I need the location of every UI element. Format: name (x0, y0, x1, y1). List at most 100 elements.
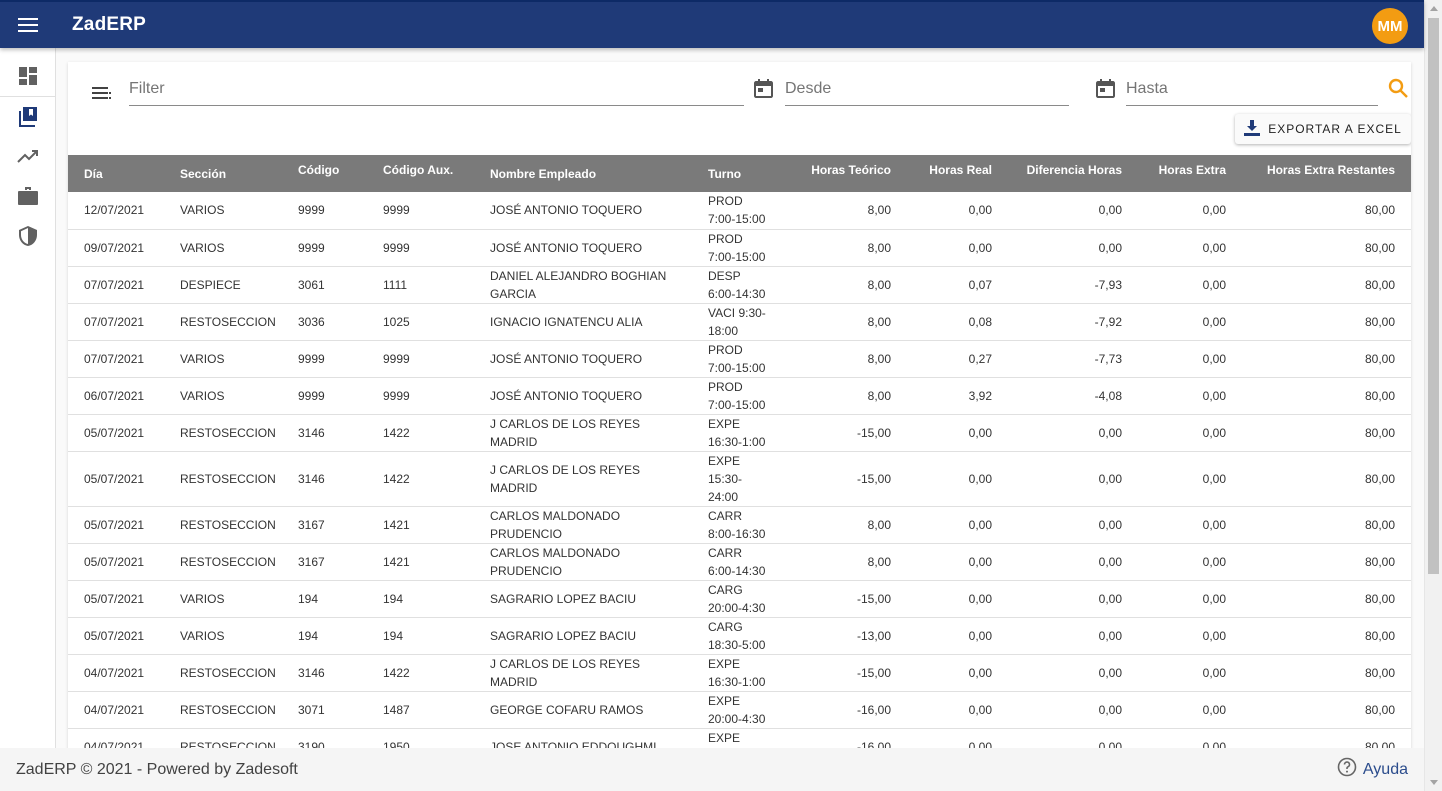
table-cell: 05/07/2021 (84, 628, 145, 643)
table-cell: -7,92 (1094, 314, 1122, 329)
table-cell: 0,00 (1202, 517, 1226, 532)
column-header[interactable]: Turno (708, 167, 742, 181)
table-row[interactable]: 05/07/2021 RESTOSECCION 3167 1421 CARLOS MAL… (68, 543, 1411, 580)
table-cell: VARIOS (180, 240, 225, 255)
column-header[interactable]: Horas Extra (1158, 163, 1226, 177)
table-row[interactable]: 09/07/2021 VARIOS 9999 9999 JOSÉ ANTONIO TOQ… (68, 229, 1411, 266)
table-row[interactable]: 05/07/2021 RESTOSECCION 3146 1422 J CARLOS D… (68, 414, 1411, 451)
desde-input[interactable] (785, 76, 1069, 102)
column-header[interactable]: Código Aux. (383, 163, 454, 177)
table-cell: JOSÉ ANTONIO TOQUERO (490, 351, 643, 366)
column-header[interactable]: Horas Teórico (811, 163, 891, 177)
table-cell: CARR 8:00-16:30 (708, 508, 766, 541)
briefcase-icon[interactable] (0, 176, 55, 216)
download-icon (1244, 119, 1261, 139)
table-cell: -7,93 (1094, 277, 1122, 292)
column-header[interactable]: Código (298, 163, 340, 177)
column-header[interactable]: Horas Real (929, 163, 992, 177)
table-cell: IGNACIO IGNATENCU ALIA (490, 314, 643, 329)
hasta-input[interactable] (1126, 76, 1378, 102)
filter-bar (68, 62, 1411, 122)
table-cell: VARIOS (180, 203, 225, 218)
table-cell: 3,92 (968, 388, 992, 403)
table-cell: 3146 (298, 425, 325, 440)
table-row[interactable]: 05/07/2021 RESTOSECCION 3146 1422 J CARLOS D… (68, 451, 1411, 506)
table-cell: 05/07/2021 (84, 471, 145, 486)
calendar-icon[interactable] (1096, 78, 1115, 103)
table-row[interactable]: 07/07/2021 VARIOS 9999 9999 JOSÉ ANTONIO TOQ… (68, 340, 1411, 377)
filter-input[interactable] (129, 76, 744, 102)
table-row[interactable]: 06/07/2021 VARIOS 9999 9999 JOSÉ ANTONIO TOQ… (68, 377, 1411, 414)
table-cell: RESTOSECCION (180, 665, 276, 680)
filter-field (129, 76, 744, 106)
scroll-up-icon[interactable] (1430, 6, 1438, 11)
table-cell: -7,73 (1094, 351, 1122, 366)
trending-up-icon[interactable] (0, 136, 55, 176)
table-cell: 3061 (298, 277, 325, 292)
table-row[interactable]: 12/07/2021 VARIOS 9999 9999 JOSÉ ANTONIO TOQ… (68, 192, 1411, 229)
table-cell: 80,00 (1364, 351, 1395, 366)
table-row[interactable]: 05/07/2021 VARIOS 194 194 SAGRARIO LOPEZ BAC… (68, 617, 1411, 654)
table-cell: -15,00 (856, 591, 891, 606)
desde-field (785, 76, 1069, 106)
table-row[interactable]: 04/07/2021 RESTOSECCION 3071 1487 GEORGE COF… (68, 691, 1411, 728)
menu-icon[interactable] (0, 1, 56, 49)
table-row[interactable]: 07/07/2021 RESTOSECCION 3036 1025 IGNACIO IG… (68, 303, 1411, 340)
calendar-icon[interactable] (754, 78, 773, 103)
table-cell: PROD 7:00-15:00 (708, 231, 766, 264)
table-cell: 8,00 (867, 351, 891, 366)
hasta-field (1126, 76, 1378, 106)
dashboard-icon[interactable] (0, 56, 55, 96)
help-label: Ayuda (1362, 760, 1408, 778)
top-app-bar: ZadERP MM (0, 0, 1424, 48)
table-cell: 8,00 (867, 240, 891, 255)
table-cell: 0,00 (968, 471, 992, 486)
column-header[interactable]: Sección (180, 167, 227, 181)
scroll-down-icon[interactable] (1430, 780, 1438, 785)
column-header[interactable]: Día (84, 167, 103, 181)
table-cell: 80,00 (1364, 554, 1395, 569)
table-cell: 04/07/2021 (84, 702, 145, 717)
help-link[interactable]: Ayuda (1337, 757, 1408, 782)
column-header[interactable]: Horas Extra Restantes (1266, 163, 1395, 177)
table-cell: CARLOS MALDONADO PRUDENCIO (490, 508, 621, 541)
table-row[interactable]: 05/07/2021 RESTOSECCION 3167 1421 CARLOS MAL… (68, 506, 1411, 543)
table-cell: 1111 (383, 277, 408, 292)
scrollbar-thumb[interactable] (1428, 18, 1439, 574)
table-cell: J CARLOS DE LOS REYES MADRID (490, 462, 641, 495)
footer-copyright: ZadERP © 2021 - Powered by Zadesoft (16, 760, 298, 778)
app-title: ZadERP (72, 14, 147, 35)
table-cell: 8,00 (867, 517, 891, 532)
table-cell: 0,00 (1098, 471, 1122, 486)
table-row[interactable]: 07/07/2021 DESPIECE 3061 1111 DANIEL ALEJAND… (68, 266, 1411, 303)
table-cell: 9999 (298, 240, 325, 255)
table-cell: -15,00 (856, 471, 891, 486)
table-cell: 0,27 (968, 351, 992, 366)
table-cell: 0,00 (968, 665, 992, 680)
table-cell: 05/07/2021 (84, 591, 145, 606)
search-icon[interactable] (1388, 78, 1408, 103)
help-icon (1337, 757, 1357, 782)
table-cell: 8,00 (867, 314, 891, 329)
table-cell: PROD 7:00-15:00 (708, 194, 766, 227)
library-books-icon[interactable] (0, 96, 55, 136)
table-row[interactable]: 04/07/2021 RESTOSECCION 3146 1422 J CARLOS D… (68, 654, 1411, 691)
column-header[interactable]: Diferencia Horas (1026, 163, 1122, 177)
table-cell: 05/07/2021 (84, 425, 145, 440)
side-nav (0, 48, 56, 748)
table-cell: 1487 (383, 702, 410, 717)
table-cell: 8,00 (867, 388, 891, 403)
table-cell: 3167 (298, 554, 325, 569)
table-cell: 80,00 (1364, 240, 1395, 255)
export-excel-button[interactable]: EXPORTAR A EXCEL (1235, 114, 1411, 144)
page-scrollbar[interactable] (1424, 0, 1442, 791)
table-cell: EXPE 15:30-24:00 (708, 453, 743, 504)
table-cell: 0,00 (1202, 702, 1226, 717)
shield-icon[interactable] (0, 216, 55, 256)
table-cell: 0,00 (1202, 240, 1226, 255)
table-row[interactable]: 05/07/2021 VARIOS 194 194 SAGRARIO LOPEZ BAC… (68, 580, 1411, 617)
table-cell: 06/07/2021 (84, 388, 145, 403)
table-cell: 0,00 (1202, 554, 1226, 569)
column-header[interactable]: Nombre Empleado (490, 167, 597, 181)
avatar[interactable]: MM (1372, 8, 1408, 44)
